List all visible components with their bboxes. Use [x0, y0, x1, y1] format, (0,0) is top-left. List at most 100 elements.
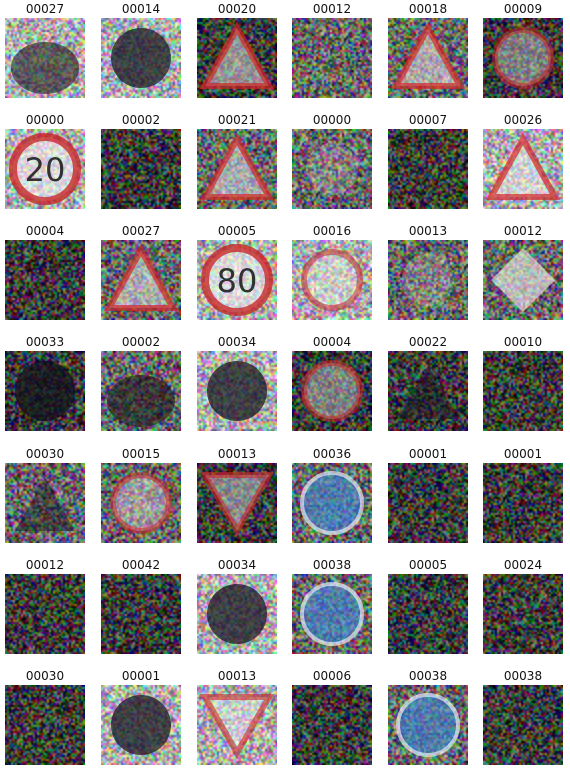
- image-label: 00005: [408, 558, 448, 572]
- sign-shape: [390, 21, 466, 89]
- noisy-sign-image: 20: [5, 129, 85, 209]
- sign-shape: [388, 574, 468, 654]
- noisy-sign-image: [292, 463, 372, 543]
- grid-cell: 00005 80: [197, 222, 277, 320]
- noise-texture: [292, 129, 372, 209]
- image-label: 00034: [217, 558, 257, 572]
- grid-cell: 00038: [388, 667, 468, 765]
- noisy-sign-image: [197, 685, 277, 765]
- noisy-sign-image: [197, 463, 277, 543]
- noise-texture: [483, 574, 563, 654]
- noise-texture: [101, 129, 181, 209]
- noisy-sign-image: [101, 240, 181, 320]
- sign-shape: [207, 361, 267, 421]
- grid-cell: 00001: [101, 667, 181, 765]
- image-label: 00013: [408, 224, 448, 238]
- noisy-sign-image: [388, 18, 468, 98]
- image-label: 00001: [503, 447, 543, 461]
- noise-texture: [388, 240, 468, 320]
- sign-shape: [292, 685, 372, 765]
- image-label: 00015: [121, 447, 161, 461]
- noise-texture: [483, 685, 563, 765]
- noise-texture: [5, 685, 85, 765]
- sign-shape: [103, 243, 179, 311]
- sign-shape: [15, 361, 75, 421]
- noisy-sign-image: [197, 129, 277, 209]
- grid-cell: 00016: [292, 222, 372, 320]
- noisy-sign-image: [5, 351, 85, 431]
- sign-shape: [301, 249, 363, 311]
- image-label: 00005: [217, 224, 257, 238]
- sign-shape: [199, 694, 275, 760]
- noisy-sign-image: [101, 129, 181, 209]
- noisy-sign-image: [5, 574, 85, 654]
- image-label: 00013: [217, 669, 257, 683]
- grid-cell: 00001: [388, 445, 468, 543]
- grid-cell: 00000: [292, 111, 372, 209]
- grid-cell: 00006: [292, 667, 372, 765]
- image-label: 00030: [25, 669, 65, 683]
- noisy-sign-image: [197, 574, 277, 654]
- image-label: 00000: [312, 113, 352, 127]
- grid-cell: 00001: [483, 445, 563, 543]
- sign-shape: [301, 360, 363, 422]
- sign-shape: [101, 574, 181, 654]
- sign-number: 80: [217, 262, 258, 300]
- noise-texture: [483, 463, 563, 543]
- image-label: 00036: [312, 447, 352, 461]
- grid-cell: 00024: [483, 556, 563, 654]
- grid-cell: 00010: [483, 333, 563, 431]
- grid-cell: 00005: [388, 556, 468, 654]
- noisy-sign-image: [388, 240, 468, 320]
- noisy-sign-image: [101, 574, 181, 654]
- noisy-sign-image: [5, 463, 85, 543]
- image-label: 00038: [408, 669, 448, 683]
- sign-shape: [300, 582, 364, 646]
- image-label: 00034: [217, 335, 257, 349]
- noisy-sign-image: [388, 463, 468, 543]
- grid-cell: 00007: [388, 111, 468, 209]
- image-label: 00016: [312, 224, 352, 238]
- noisy-sign-image: [483, 240, 563, 320]
- sign-shape: [483, 463, 563, 543]
- grid-cell: 00033: [5, 333, 85, 431]
- noisy-sign-image: [101, 18, 181, 98]
- sign-number: 20: [25, 151, 66, 189]
- noisy-sign-image: [483, 129, 563, 209]
- noisy-sign-image: [388, 351, 468, 431]
- image-label: 00038: [503, 669, 543, 683]
- noisy-sign-image: [5, 685, 85, 765]
- image-label: 00012: [312, 2, 352, 16]
- image-label: 00024: [503, 558, 543, 572]
- noisy-sign-image: [388, 574, 468, 654]
- image-label: 00004: [312, 335, 352, 349]
- noisy-sign-image: [101, 685, 181, 765]
- grid-cell: 00038: [483, 667, 563, 765]
- noisy-sign-image: [292, 351, 372, 431]
- grid-cell: 00027: [5, 0, 85, 98]
- noisy-sign-image: [5, 240, 85, 320]
- image-label: 00020: [217, 2, 257, 16]
- image-label: 00027: [121, 224, 161, 238]
- image-label: 00030: [25, 447, 65, 461]
- sign-shape: [398, 365, 458, 419]
- image-label: 00027: [25, 2, 65, 16]
- noise-texture: [483, 351, 563, 431]
- noisy-sign-image: [292, 685, 372, 765]
- grid-cell: 00026: [483, 111, 563, 209]
- sign-shape: [485, 132, 561, 200]
- noisy-sign-image: [292, 18, 372, 98]
- image-label: 00012: [25, 558, 65, 572]
- sign-shape: [300, 471, 364, 535]
- noise-texture: [388, 574, 468, 654]
- grid-cell: 00034: [197, 556, 277, 654]
- sign-shape: [492, 27, 554, 89]
- noise-texture: [5, 463, 85, 543]
- sign-shape: [483, 574, 563, 654]
- sign-shape: [207, 584, 267, 644]
- grid-cell: 00021: [197, 111, 277, 209]
- grid-cell: 00012: [292, 0, 372, 98]
- image-label: 00002: [121, 335, 161, 349]
- noise-texture: [101, 574, 181, 654]
